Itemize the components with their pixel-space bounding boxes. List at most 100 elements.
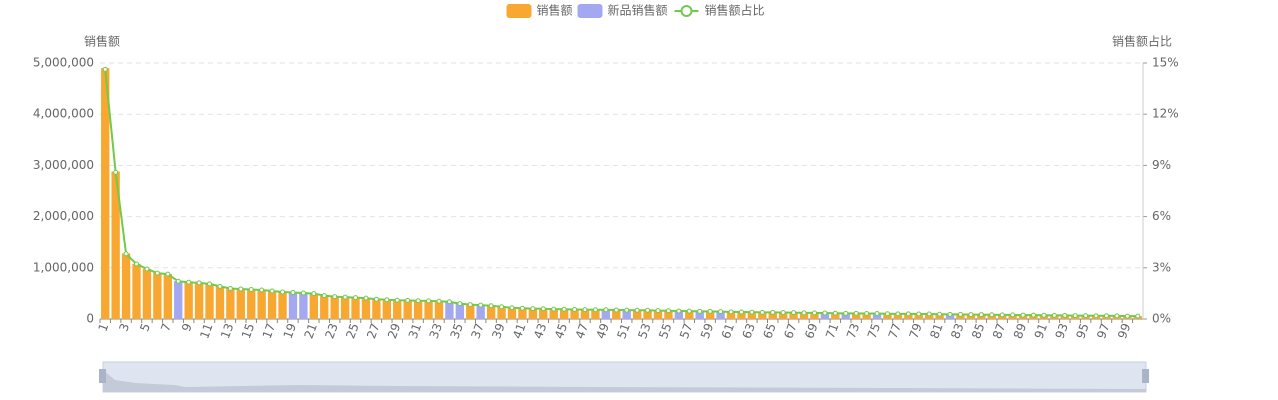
x-tick-label: 67 xyxy=(781,321,799,340)
line-marker xyxy=(217,283,223,289)
bar xyxy=(267,290,277,319)
bar xyxy=(476,305,485,319)
line-marker xyxy=(113,169,119,175)
bar xyxy=(257,289,266,319)
x-tick-label: 85 xyxy=(969,321,987,340)
line-marker xyxy=(895,311,901,317)
line-marker xyxy=(311,291,317,297)
y2-tick-label: 15% xyxy=(1152,56,1179,70)
x-tick-label: 17 xyxy=(260,321,278,340)
line-marker xyxy=(227,285,233,291)
line-marker xyxy=(645,307,651,313)
bar xyxy=(320,295,329,319)
line-marker xyxy=(238,286,244,292)
x-tick-label: 95 xyxy=(1073,321,1091,340)
x-tick-label: 13 xyxy=(218,321,236,340)
line-marker xyxy=(509,305,515,311)
line-marker xyxy=(154,270,160,276)
line-marker xyxy=(353,295,359,301)
bar xyxy=(591,309,600,319)
bar xyxy=(810,312,819,319)
bar xyxy=(841,313,850,319)
data-zoom[interactable] xyxy=(99,361,1149,393)
bar xyxy=(507,307,517,319)
bar xyxy=(831,313,840,319)
line-marker xyxy=(874,311,880,317)
bar xyxy=(570,309,579,319)
x-tick-label: 65 xyxy=(760,321,778,340)
zoom-handle[interactable] xyxy=(1142,369,1149,383)
line-marker xyxy=(186,279,192,285)
line-marker xyxy=(499,304,505,310)
bar xyxy=(205,283,214,319)
line-marker xyxy=(801,310,807,316)
bar xyxy=(580,309,590,319)
bar xyxy=(904,313,913,319)
line-marker xyxy=(259,287,265,293)
line-marker xyxy=(770,309,776,315)
bar xyxy=(351,297,360,319)
line-marker xyxy=(572,306,578,312)
line-marker xyxy=(446,299,452,305)
legend-icon xyxy=(577,4,603,18)
x-tick-label: 97 xyxy=(1094,321,1112,340)
bar xyxy=(726,311,736,319)
bar xyxy=(528,308,538,319)
x-tick-label: 19 xyxy=(281,321,299,340)
x-tick-label: 35 xyxy=(448,321,466,340)
line-marker xyxy=(738,309,744,315)
line-marker xyxy=(728,309,734,315)
line-marker xyxy=(175,278,181,284)
line-marker xyxy=(822,310,828,316)
x-tick-label: 79 xyxy=(906,321,924,340)
line-marker xyxy=(144,266,150,272)
line-marker xyxy=(561,306,567,312)
bar xyxy=(413,300,423,319)
line-marker xyxy=(1093,313,1099,319)
line-marker xyxy=(1135,313,1141,319)
x-tick-label: 11 xyxy=(197,321,215,340)
x-tick-label: 27 xyxy=(364,321,382,340)
line-marker xyxy=(884,311,890,317)
x-tick-label: 59 xyxy=(698,321,716,340)
line-marker xyxy=(718,309,724,315)
line-marker xyxy=(853,310,859,316)
line-marker xyxy=(332,294,338,300)
line-marker xyxy=(697,308,703,314)
line-marker xyxy=(467,302,473,308)
line-marker xyxy=(363,295,369,301)
line-marker xyxy=(384,297,390,303)
y2-tick-label: 6% xyxy=(1152,209,1171,223)
x-tick-label: 15 xyxy=(239,321,257,340)
line-marker xyxy=(999,312,1005,318)
bar xyxy=(549,309,558,319)
x-tick-label: 91 xyxy=(1032,321,1050,340)
line-marker xyxy=(968,312,974,318)
x-tick-label: 9 xyxy=(179,321,195,333)
zoom-handle[interactable] xyxy=(99,369,106,383)
bar xyxy=(674,310,684,319)
x-tick-label: 75 xyxy=(865,321,883,340)
line-marker xyxy=(1030,312,1036,318)
bar xyxy=(872,313,882,319)
bar xyxy=(559,309,569,319)
x-tick-label: 89 xyxy=(1011,321,1029,340)
bar xyxy=(121,253,131,319)
bar xyxy=(424,300,433,319)
line-marker xyxy=(1103,313,1109,319)
line-marker xyxy=(832,310,838,316)
line-marker xyxy=(248,286,254,292)
x-tick-label: 51 xyxy=(614,321,632,340)
bar xyxy=(653,310,663,319)
y2-axis-title: 销售额占比 xyxy=(1112,34,1172,49)
x-tick-label: 55 xyxy=(656,321,674,340)
line-marker xyxy=(989,312,995,318)
x-tick-label: 47 xyxy=(573,321,591,340)
x-tick-label: 29 xyxy=(385,321,403,340)
x-tick-label: 81 xyxy=(927,321,945,340)
bar xyxy=(852,313,861,319)
line-marker xyxy=(1072,313,1078,319)
bar xyxy=(893,313,903,319)
line-marker xyxy=(957,311,963,317)
x-tick-label: 37 xyxy=(468,321,486,340)
